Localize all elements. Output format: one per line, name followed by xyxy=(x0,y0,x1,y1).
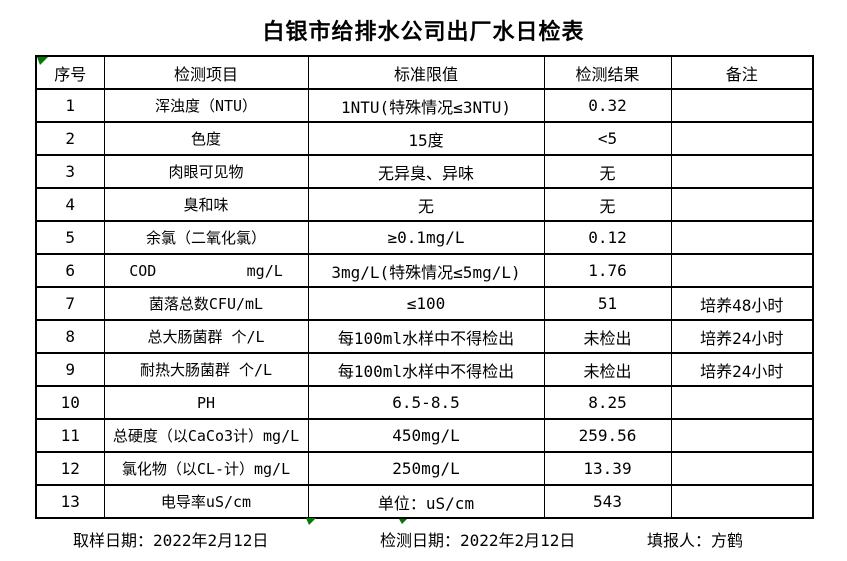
remark-cell[interactable] xyxy=(670,121,814,156)
table-row: 8 总大肠菌群 个/L 每100ml水样中不得检出 未检出 培养24小时 xyxy=(35,319,814,354)
limit-cell[interactable]: 15度 xyxy=(307,121,545,156)
header-row: 序号 检测项目 标准限值 检测结果 备注 xyxy=(35,55,814,90)
result-cell[interactable]: 0.12 xyxy=(543,220,672,255)
item-cell[interactable]: 臭和味 xyxy=(103,187,309,222)
table-row: 7 菌落总数CFU/mL ≤100 51 培养48小时 xyxy=(35,286,814,321)
sample-date-label: 取样日期：2022年2月12日 xyxy=(73,531,269,550)
remark-cell[interactable] xyxy=(670,187,814,222)
item-cell[interactable]: 余氯（二氧化氯） xyxy=(103,220,309,255)
table-row: 1 浑浊度（NTU） 1NTU(特殊情况≤3NTU) 0.32 xyxy=(35,88,814,123)
table-row: 13 电导率uS/cm 单位：uS/cm 543 xyxy=(35,484,814,519)
result-cell[interactable]: 无 xyxy=(543,154,672,189)
result-cell[interactable]: <5 xyxy=(543,121,672,156)
table-row: 12 氯化物（以CL-计）mg/L 250mg/L 13.39 xyxy=(35,451,814,486)
limit-cell[interactable]: 450mg/L xyxy=(307,418,545,453)
serial-cell[interactable]: 4 xyxy=(35,187,105,222)
item-cell[interactable]: 总硬度（以CaCo3计）mg/L xyxy=(103,418,309,453)
result-cell[interactable]: 8.25 xyxy=(543,385,672,420)
serial-cell[interactable]: 2 xyxy=(35,121,105,156)
table-row: 9 耐热大肠菌群 个/L 每100ml水样中不得检出 未检出 培养24小时 xyxy=(35,352,814,387)
remark-cell[interactable] xyxy=(670,220,814,255)
remark-cell[interactable] xyxy=(670,253,814,288)
remark-cell[interactable] xyxy=(670,88,814,123)
item-cell[interactable]: 色度 xyxy=(103,121,309,156)
limit-cell[interactable]: ≤100 xyxy=(307,286,545,321)
table-row: 4 臭和味无无 xyxy=(35,187,814,222)
item-cell[interactable]: 氯化物（以CL-计）mg/L xyxy=(103,451,309,486)
serial-cell[interactable]: 11 xyxy=(35,418,105,453)
serial-cell[interactable]: 9 xyxy=(35,352,105,387)
limit-cell[interactable]: 单位：uS/cm xyxy=(307,484,545,519)
result-cell[interactable]: 51 xyxy=(543,286,672,321)
item-cell[interactable]: 总大肠菌群 个/L xyxy=(103,319,309,354)
table-row: 11 总硬度（以CaCo3计）mg/L 450mg/L 259.56 xyxy=(35,418,814,453)
item-cell[interactable]: 肉眼可见物 xyxy=(103,154,309,189)
serial-cell[interactable]: 13 xyxy=(35,484,105,519)
result-cell[interactable]: 无 xyxy=(543,187,672,222)
item-cell[interactable]: PH xyxy=(103,385,309,420)
serial-cell[interactable]: 6 xyxy=(35,253,105,288)
reporter-label: 填报人：方鹤 xyxy=(647,531,744,550)
limit-cell[interactable]: 无异臭、异味 xyxy=(307,154,545,189)
item-cell[interactable]: 耐热大肠菌群 个/L xyxy=(103,352,309,387)
remark-cell[interactable] xyxy=(670,154,814,189)
page-title: 白银市给排水公司出厂水日检表 xyxy=(262,20,585,45)
limit-cell[interactable]: 每100ml水样中不得检出 xyxy=(307,352,545,387)
table-row: 10 PH 6.5-8.5 8.25 xyxy=(35,385,814,420)
remark-cell[interactable]: 培养24小时 xyxy=(670,319,814,354)
header-result[interactable]: 检测结果 xyxy=(543,55,672,90)
remark-cell[interactable] xyxy=(670,385,814,420)
item-cell[interactable]: COD mg/L xyxy=(103,253,309,288)
header-item[interactable]: 检测项目 xyxy=(103,55,309,90)
serial-cell[interactable]: 3 xyxy=(35,154,105,189)
serial-cell[interactable]: 7 xyxy=(35,286,105,321)
remark-cell[interactable]: 培养48小时 xyxy=(670,286,814,321)
limit-cell[interactable]: 每100ml水样中不得检出 xyxy=(307,319,545,354)
header-serial[interactable]: 序号 xyxy=(35,55,105,90)
table-row: 2 色度 15度 <5 xyxy=(35,121,814,156)
result-cell[interactable]: 543 xyxy=(543,484,672,519)
limit-cell[interactable]: 无 xyxy=(307,187,545,222)
result-cell[interactable]: 259.56 xyxy=(543,418,672,453)
serial-cell[interactable]: 8 xyxy=(35,319,105,354)
result-cell[interactable]: 未检出 xyxy=(543,352,672,387)
remark-cell[interactable] xyxy=(670,451,814,486)
header-limit[interactable]: 标准限值 xyxy=(307,55,545,90)
cell-error-indicator-icon xyxy=(37,57,48,68)
item-cell[interactable]: 浑浊度（NTU） xyxy=(103,88,309,123)
serial-cell[interactable]: 12 xyxy=(35,451,105,486)
item-cell[interactable]: 电导率uS/cm xyxy=(103,484,309,519)
serial-cell[interactable]: 5 xyxy=(35,220,105,255)
cell-error-indicator-icon xyxy=(399,519,407,527)
remark-cell[interactable] xyxy=(670,418,814,453)
limit-cell[interactable]: 3mg/L(特殊情况≤5mg/L) xyxy=(307,253,545,288)
cell-error-indicator-icon xyxy=(306,518,316,528)
limit-cell[interactable]: ≥0.1mg/L xyxy=(307,220,545,255)
table-body: 1 浑浊度（NTU） 1NTU(特殊情况≤3NTU) 0.32 2 色度 15度 <5 3 肉眼可… xyxy=(35,88,814,519)
table-row: 5 余氯（二氧化氯） ≥0.1mg/L 0.12 xyxy=(35,220,814,255)
table-row: 6 COD mg/L 3mg/L(特殊情况≤5mg/L) 1.76 xyxy=(35,253,814,288)
result-cell[interactable]: 未检出 xyxy=(543,319,672,354)
limit-cell[interactable]: 250mg/L xyxy=(307,451,545,486)
test-date-label: 检测日期：2022年2月12日 xyxy=(380,531,576,550)
remark-cell[interactable]: 培养24小时 xyxy=(670,352,814,387)
result-cell[interactable]: 13.39 xyxy=(543,451,672,486)
limit-cell[interactable]: 1NTU(特殊情况≤3NTU) xyxy=(307,88,545,123)
table-row: 3 肉眼可见物 无异臭、异味无 xyxy=(35,154,814,189)
remark-cell[interactable] xyxy=(670,484,814,519)
item-cell[interactable]: 菌落总数CFU/mL xyxy=(103,286,309,321)
result-cell[interactable]: 1.76 xyxy=(543,253,672,288)
limit-cell[interactable]: 6.5-8.5 xyxy=(307,385,545,420)
result-cell[interactable]: 0.32 xyxy=(543,88,672,123)
daily-check-table: 序号 检测项目 标准限值 检测结果 备注 1 浑浊度（NTU） 1NTU(特殊情况≤… xyxy=(35,55,814,519)
serial-cell[interactable]: 10 xyxy=(35,385,105,420)
header-remark[interactable]: 备注 xyxy=(670,55,814,90)
serial-cell[interactable]: 1 xyxy=(35,88,105,123)
